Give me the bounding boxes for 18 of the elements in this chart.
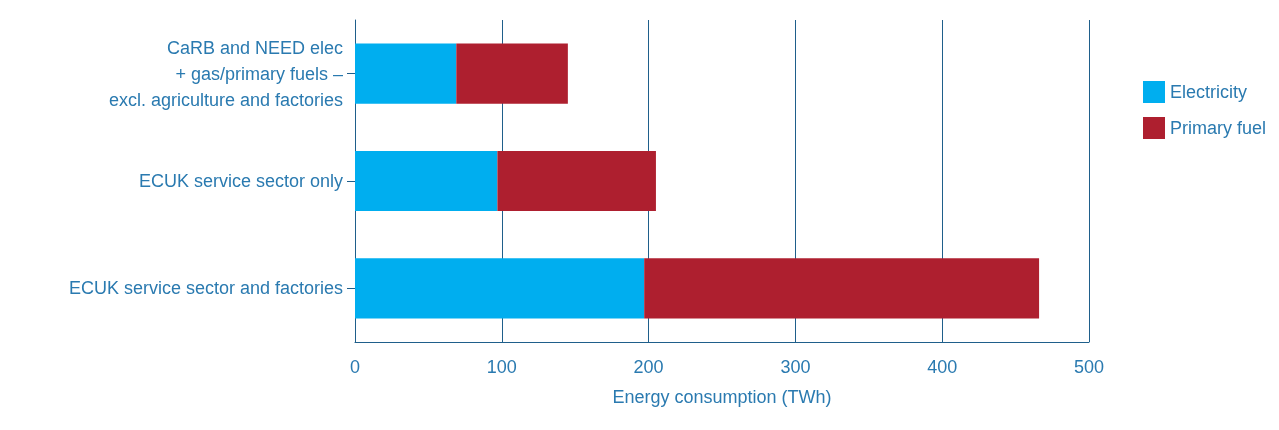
legend-label: Electricity (1169, 82, 1247, 102)
y-tick-label: ECUK service sector only (138, 171, 343, 191)
bar (497, 150, 656, 212)
x-tick-label: 400 (927, 357, 958, 377)
legend-label: Primary fuel (1169, 118, 1267, 138)
bar (355, 258, 645, 319)
x-tick-label: 500 (1073, 357, 1105, 377)
x-tick-label: 300 (780, 357, 811, 377)
bar (355, 43, 457, 104)
x-tick-label: 100 (486, 357, 517, 377)
bar (644, 258, 1040, 319)
x-tick-label: 0 (349, 357, 361, 377)
x-axis-title: Energy consumption (TWh) (612, 387, 832, 407)
y-tick-label: CaRB and NEED elec + gas/primary fuels – excl. agriculture and factories (108, 37, 343, 110)
y-tick-label: ECUK service sector and factories (68, 278, 343, 299)
bar (355, 150, 498, 212)
bar (456, 43, 568, 104)
x-tick-label: 200 (633, 357, 664, 377)
